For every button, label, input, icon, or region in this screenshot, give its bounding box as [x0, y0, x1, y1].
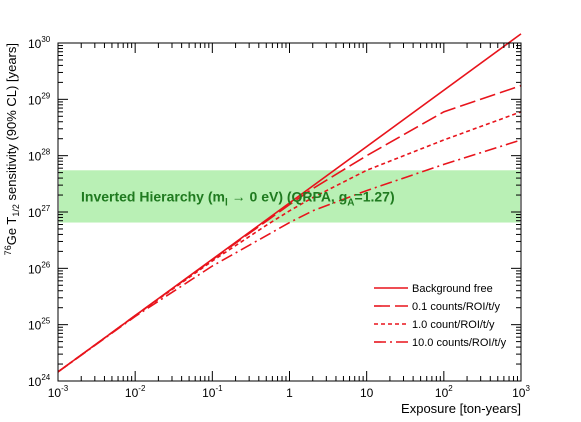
y-tick-label-2: 1026 — [28, 260, 51, 276]
y-tick-label-5: 1029 — [28, 91, 51, 107]
x-tick-label-2: 10-1 — [202, 384, 223, 400]
x-tick-label-4: 10 — [360, 386, 374, 400]
x-tick-label-6: 103 — [512, 384, 530, 400]
x-tick-label-3: 1 — [286, 386, 293, 400]
legend-label-3: 10.0 counts/ROI/t/y — [412, 337, 507, 349]
y-axis-title: 76Ge T1/2 sensitivity (90% CL) [years] — [3, 43, 21, 255]
x-tick-label-0: 10-3 — [48, 384, 69, 400]
series-line-3 — [57, 139, 522, 373]
series-line-1 — [57, 84, 522, 373]
y-tick-label-1: 1025 — [28, 317, 51, 333]
y-tick-label-0: 1024 — [28, 373, 51, 389]
y-tick-label-3: 1027 — [28, 204, 51, 220]
y-tick-label-6: 1030 — [28, 35, 51, 51]
legend-label-2: 1.0 count/ROI/t/y — [412, 319, 495, 331]
legend-label-1: 0.1 counts/ROI/t/y — [412, 301, 501, 313]
series-line-2 — [57, 111, 522, 373]
inverted-hierarchy-band — [59, 170, 520, 223]
band-label: Inverted Hierarchy (ml → 0 eV) (QRPA, gA… — [81, 188, 395, 208]
y-tick-label-4: 1028 — [28, 148, 51, 164]
x-axis-title: Exposure [ton-years] — [401, 401, 521, 416]
x-tick-label-5: 102 — [435, 384, 453, 400]
x-tick-label-1: 10-2 — [125, 384, 146, 400]
legend-label-0: Background free — [412, 283, 493, 295]
